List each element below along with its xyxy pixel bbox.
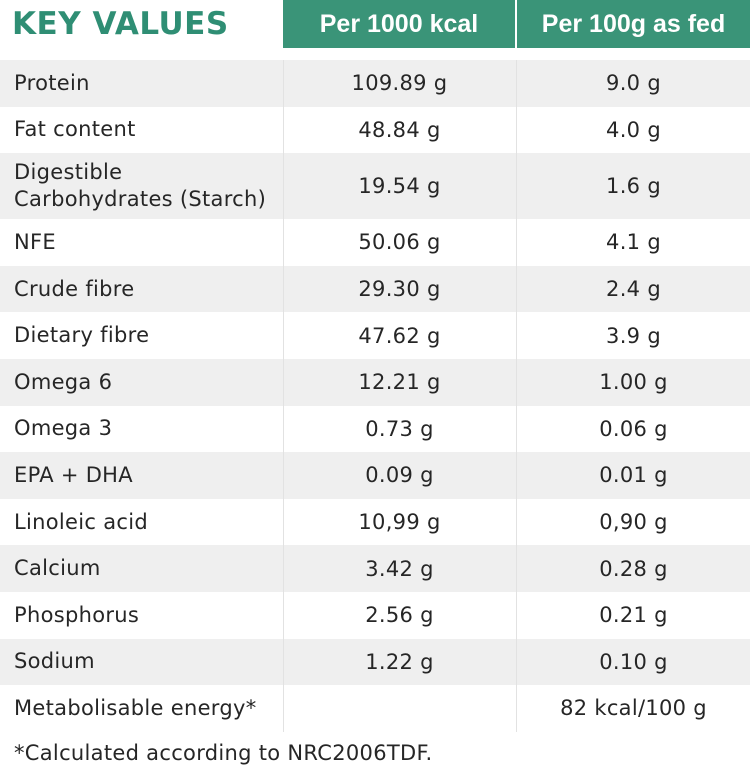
table-row-linoleic-acid: Linoleic acid 10,99 g 0,90 g bbox=[0, 498, 750, 546]
row-label: Linoleic acid bbox=[14, 509, 148, 534]
value-per-100g: 0,90 g bbox=[516, 498, 750, 546]
table-row-metabolisable-energy: Metabolisable energy* 82 kcal/100 g bbox=[0, 685, 750, 732]
row-label: Omega 6 bbox=[14, 369, 113, 394]
column-header-per-100g-as-fed: Per 100g as fed bbox=[517, 0, 750, 48]
value-per-100g: 0.28 g bbox=[516, 545, 750, 592]
value-per-1000-kcal: 109.89 g bbox=[283, 60, 515, 107]
value-per-1000-kcal: 19.54 g bbox=[283, 153, 515, 220]
footnote: *Calculated according to NRC2006TDF. bbox=[14, 741, 433, 765]
row-label: Phosphorus bbox=[14, 602, 140, 627]
value-per-1000-kcal: 12.21 g bbox=[283, 358, 515, 406]
row-label: Dietary fibre bbox=[14, 323, 150, 348]
table-row-fat-content: Fat content 48.84 g 4.0 g bbox=[0, 106, 750, 154]
value-per-1000-kcal: 50.06 g bbox=[283, 219, 515, 266]
value-per-100g: 4.1 g bbox=[516, 219, 750, 266]
column-header-per-1000-kcal: Per 1000 kcal bbox=[283, 0, 515, 48]
value-per-1000-kcal bbox=[283, 685, 515, 732]
value-per-1000-kcal: 1.22 g bbox=[283, 638, 515, 686]
table-row-protein: Protein 109.89 g 9.0 g bbox=[0, 60, 750, 107]
value-per-1000-kcal: 2.56 g bbox=[283, 591, 515, 639]
value-per-100g: 0.21 g bbox=[516, 591, 750, 639]
value-per-1000-kcal: 29.30 g bbox=[283, 265, 515, 313]
table-row-digestible-carbohydrates: Digestible Carbohydrates (Starch) 19.54 … bbox=[0, 153, 750, 220]
value-per-100g: 82 kcal/100 g bbox=[516, 685, 750, 732]
row-label: EPA + DHA bbox=[14, 462, 133, 487]
row-label: Metabolisable energy* bbox=[14, 695, 257, 720]
table-row-nfe: NFE 50.06 g 4.1 g bbox=[0, 219, 750, 266]
row-label: Omega 3 bbox=[14, 416, 113, 441]
value-per-100g: 4.0 g bbox=[516, 106, 750, 154]
value-per-100g: 0.10 g bbox=[516, 638, 750, 686]
row-label: Digestible Carbohydrates (Starch) bbox=[14, 160, 267, 212]
row-label: Crude fibre bbox=[14, 276, 135, 301]
table-row-omega-3: Omega 3 0.73 g 0.06 g bbox=[0, 405, 750, 453]
table-row-phosphorus: Phosphorus 2.56 g 0.21 g bbox=[0, 591, 750, 639]
value-per-1000-kcal: 3.42 g bbox=[283, 545, 515, 592]
table-row-crude-fibre: Crude fibre 29.30 g 2.4 g bbox=[0, 265, 750, 313]
row-label: Protein bbox=[14, 70, 90, 95]
value-per-100g: 0.01 g bbox=[516, 452, 750, 499]
row-label: Sodium bbox=[14, 649, 95, 674]
value-per-1000-kcal: 48.84 g bbox=[283, 106, 515, 154]
table-header: KEY VALUES Per 1000 kcal Per 100g as fed bbox=[0, 0, 750, 48]
value-per-100g: 3.9 g bbox=[516, 312, 750, 359]
table-body: Protein 109.89 g 9.0 g Fat content 48.84… bbox=[0, 60, 750, 732]
table-row-omega-6: Omega 6 12.21 g 1.00 g bbox=[0, 358, 750, 406]
value-per-1000-kcal: 47.62 g bbox=[283, 312, 515, 359]
table-title: KEY VALUES bbox=[12, 6, 229, 42]
value-per-1000-kcal: 0.09 g bbox=[283, 452, 515, 499]
table-row-sodium: Sodium 1.22 g 0.10 g bbox=[0, 638, 750, 686]
value-per-100g: 9.0 g bbox=[516, 60, 750, 107]
table-row-calcium: Calcium 3.42 g 0.28 g bbox=[0, 545, 750, 592]
row-label: NFE bbox=[14, 229, 56, 254]
row-label: Fat content bbox=[14, 117, 136, 142]
value-per-1000-kcal: 10,99 g bbox=[283, 498, 515, 546]
value-per-100g: 2.4 g bbox=[516, 265, 750, 313]
value-per-100g: 1.6 g bbox=[516, 153, 750, 220]
value-per-1000-kcal: 0.73 g bbox=[283, 405, 515, 453]
table-row-epa-dha: EPA + DHA 0.09 g 0.01 g bbox=[0, 452, 750, 499]
value-per-100g: 1.00 g bbox=[516, 358, 750, 406]
value-per-100g: 0.06 g bbox=[516, 405, 750, 453]
table-row-dietary-fibre: Dietary fibre 47.62 g 3.9 g bbox=[0, 312, 750, 359]
row-label: Calcium bbox=[14, 556, 101, 581]
